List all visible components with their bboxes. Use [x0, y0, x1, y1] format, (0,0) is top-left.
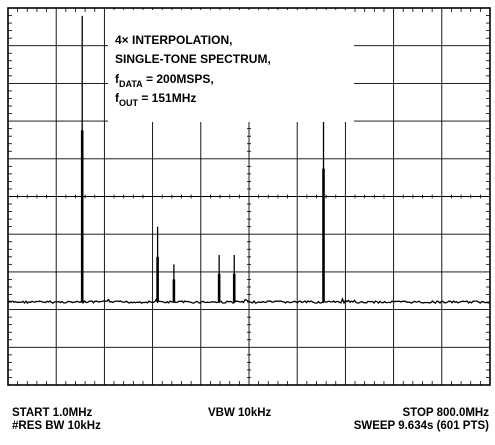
annotation-line-1: 4× INTERPOLATION,: [115, 33, 232, 47]
resolution-bandwidth-label: #RES BW 10kHz: [12, 420, 101, 432]
fout-value: = 151MHz: [138, 91, 196, 105]
fout-subscript: OUT: [119, 98, 139, 108]
start-frequency-label: START 1.0MHz: [12, 407, 93, 419]
fdata-value: = 200MSPS,: [143, 72, 214, 86]
sweep-time-label: SWEEP 9.634s (601 PTS): [353, 420, 489, 432]
spectral-peaks: [80, 15, 325, 304]
annotation-box: [108, 10, 354, 122]
video-bandwidth-label: VBW 10kHz: [208, 407, 272, 419]
spectrum-trace: [7, 297, 490, 305]
annotation-line-2: SINGLE-TONE SPECTRUM,: [115, 52, 271, 66]
stop-frequency-label: STOP 800.0MHz: [402, 407, 489, 419]
fdata-subscript: DATA: [119, 79, 143, 89]
spectrum-plot: 4× INTERPOLATION, SINGLE-TONE SPECTRUM, …: [7, 7, 491, 386]
annotation-line-3: fDATA = 200MSPS,: [115, 72, 214, 89]
fdata-symbol: f: [115, 72, 120, 86]
fout-symbol: f: [115, 91, 120, 105]
annotation-line-4: fOUT = 151MHz: [115, 91, 196, 108]
